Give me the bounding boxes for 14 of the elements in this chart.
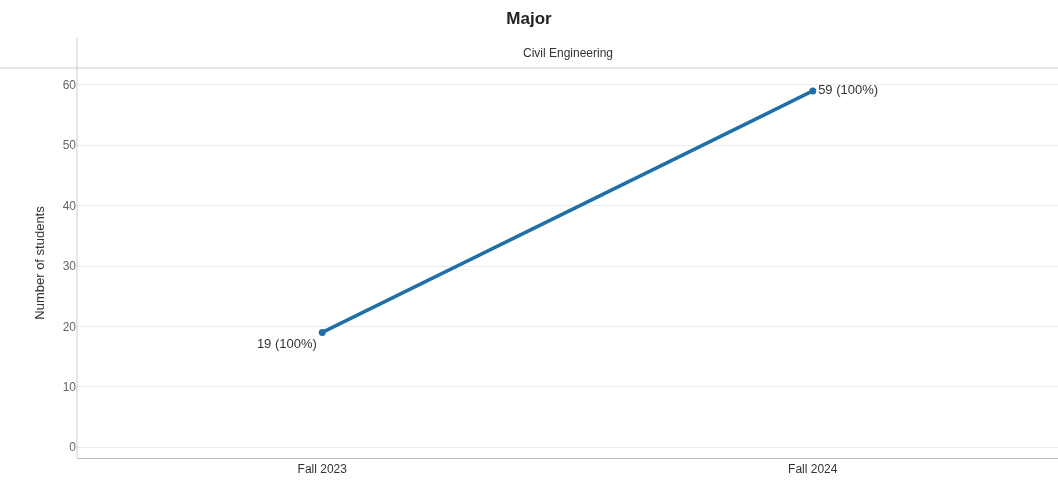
y-tick-label: 60	[62, 78, 77, 93]
x-tick-label: Fall 2024	[788, 462, 838, 477]
y-tick-label: 20	[62, 319, 77, 334]
y-tick-label: 40	[62, 198, 77, 213]
data-label: 19 (100%)	[256, 335, 317, 351]
chart-title: Major	[506, 8, 553, 28]
y-tick-label: 10	[62, 379, 77, 394]
data-label: 59 (100%)	[818, 82, 879, 98]
chart-subtitle: Civil Engineering	[523, 46, 614, 60]
y-axis-title: Number of students	[31, 205, 47, 320]
x-tick-label: Fall 2023	[297, 462, 348, 477]
y-tick-label: 50	[62, 138, 77, 153]
y-tick-label: 30	[62, 259, 77, 274]
y-tick-label: 0	[69, 440, 77, 455]
